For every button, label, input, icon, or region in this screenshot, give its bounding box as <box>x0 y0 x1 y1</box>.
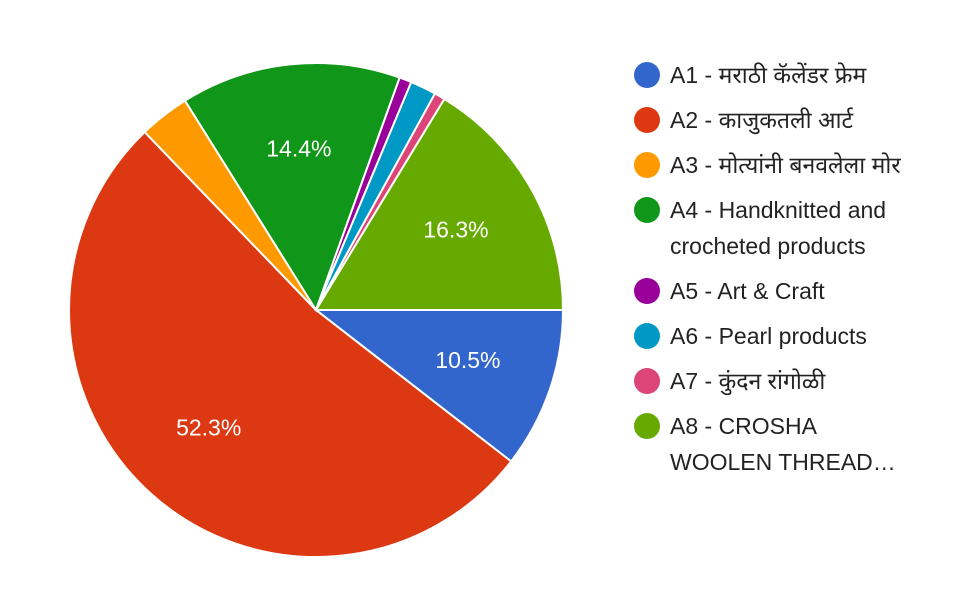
legend-swatch <box>634 278 660 304</box>
data-label: 10.5% <box>435 347 500 373</box>
data-label: 14.4% <box>266 135 331 161</box>
pie-plot: 10.5% 52.3% 14.4% 16.3% <box>68 62 565 558</box>
pie-slice <box>313 309 565 463</box>
legend-swatch <box>634 152 660 178</box>
legend-swatch <box>634 197 660 223</box>
legend-swatch <box>634 107 660 133</box>
pie-slice <box>314 97 565 311</box>
legend-item: A3 - मोत्यांनी बनवलेला मोर <box>632 147 910 183</box>
legend-item: A4 - Handknitted and crocheted products <box>632 192 910 264</box>
legend-swatch <box>634 323 660 349</box>
legend-swatch <box>634 413 660 439</box>
legend-item: A5 - Art & Craft <box>632 273 910 309</box>
pie-slice <box>68 130 513 558</box>
legend-item: A6 - Pearl products <box>632 318 910 354</box>
pie-slice <box>183 62 401 313</box>
legend-label: A1 - मराठी कॅलेंडर फ्रेम <box>670 62 867 88</box>
legend-label: A2 - काजुकतली आर्ट <box>670 107 854 133</box>
legend-swatch <box>634 368 660 394</box>
legend-swatch <box>634 62 660 88</box>
legend-item: A7 - कुंदन रांगोळी <box>632 363 910 399</box>
legend-label: A7 - कुंदन रांगोळी <box>670 368 826 394</box>
legend-item: A8 - CROSHA WOOLEN THREAD… <box>632 408 910 480</box>
legend: A1 - मराठी कॅलेंडर फ्रेम A2 - काजुकतली आर… <box>632 57 932 489</box>
legend-label: A8 - CROSHA WOOLEN THREAD… <box>670 413 896 475</box>
legend-label: A4 - Handknitted and crocheted products <box>670 197 887 259</box>
legend-label: A5 - Art & Craft <box>670 278 825 304</box>
legend-item: A2 - काजुकतली आर्ट <box>632 102 910 138</box>
legend-item: A1 - मराठी कॅलेंडर फ्रेम <box>632 57 910 93</box>
data-label: 16.3% <box>423 216 488 242</box>
legend-label: A6 - Pearl products <box>670 323 867 349</box>
data-label: 52.3% <box>176 415 241 441</box>
legend-label: A3 - मोत्यांनी बनवलेला मोर <box>670 152 901 178</box>
